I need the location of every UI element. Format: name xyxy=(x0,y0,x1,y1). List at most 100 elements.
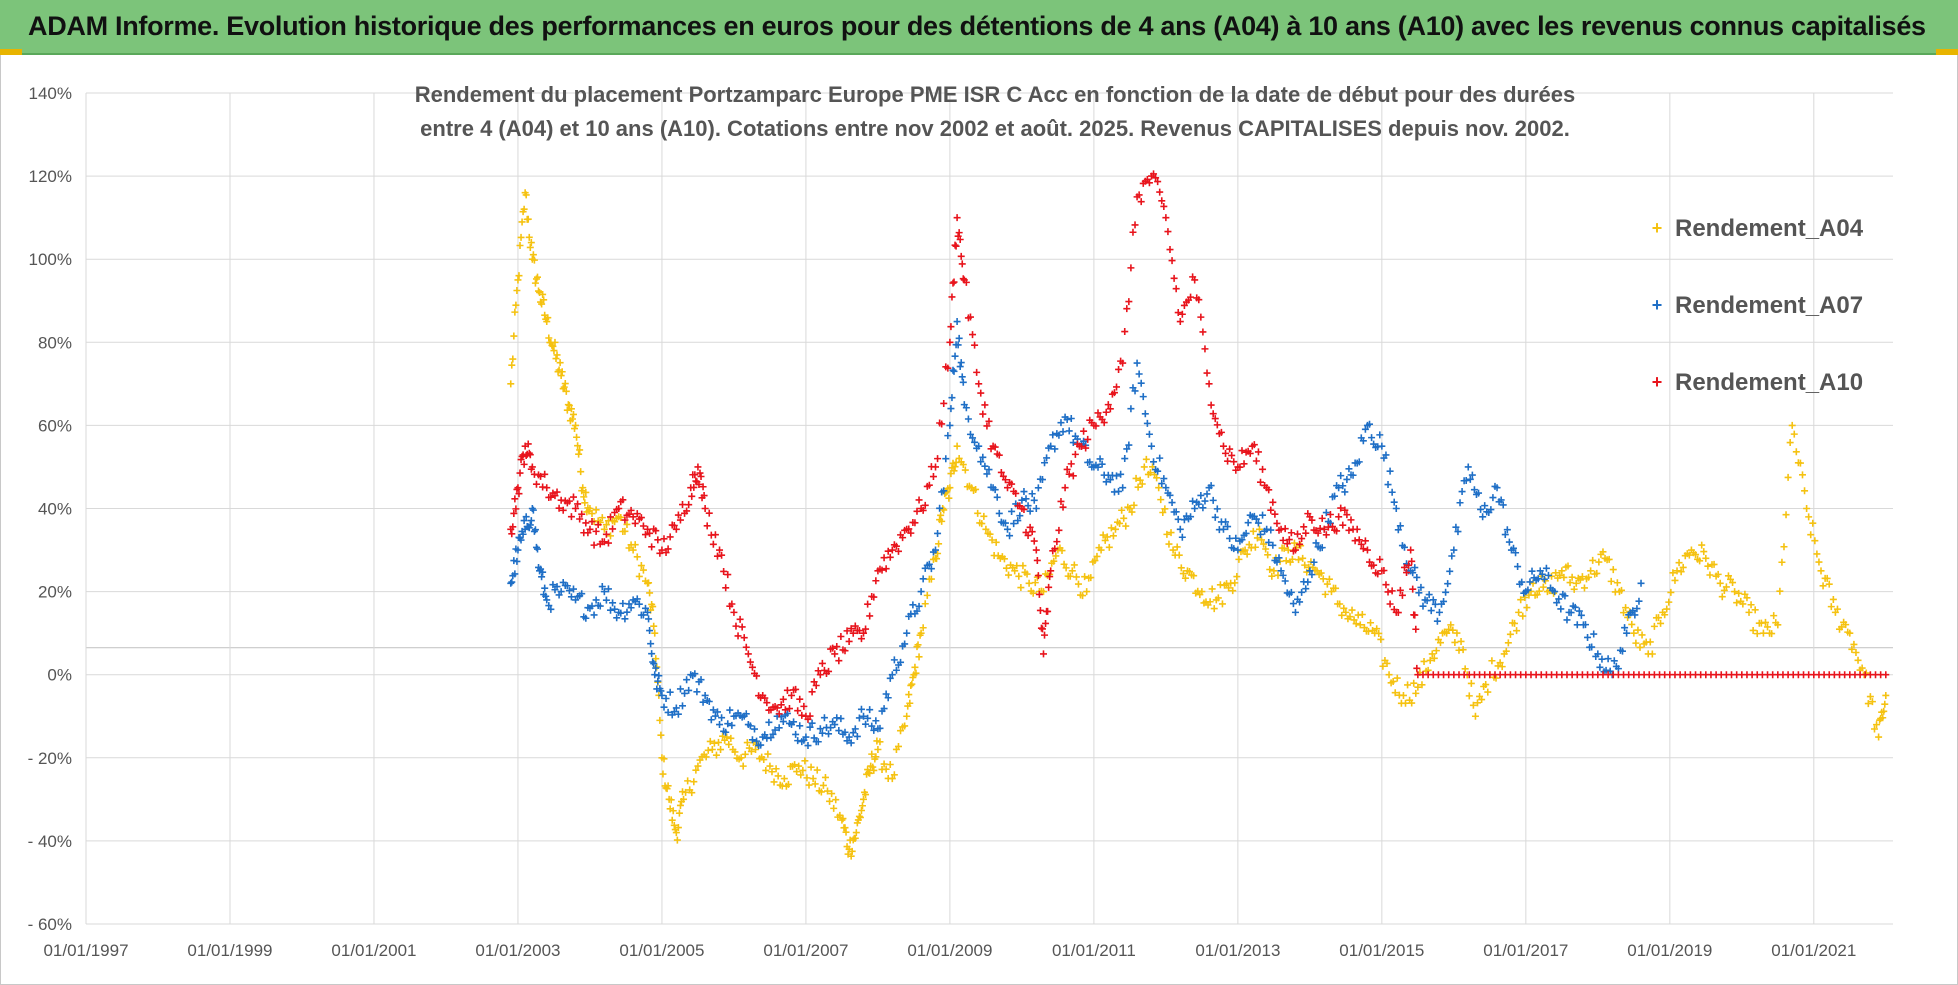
data-point xyxy=(685,686,693,694)
data-point xyxy=(1631,611,1639,619)
data-point xyxy=(691,670,699,678)
data-point xyxy=(981,462,989,470)
data-point xyxy=(1577,611,1585,619)
data-point xyxy=(1409,569,1417,577)
data-point xyxy=(807,763,815,771)
data-point xyxy=(600,525,608,533)
data-point xyxy=(835,657,843,665)
data-point xyxy=(1846,629,1854,637)
data-point xyxy=(1172,285,1180,293)
data-point xyxy=(1374,570,1382,578)
data-point xyxy=(1296,540,1304,548)
data-point xyxy=(1873,721,1881,729)
data-point xyxy=(1186,568,1194,576)
data-point xyxy=(1535,587,1543,595)
data-point xyxy=(1287,529,1295,537)
data-point xyxy=(1361,537,1369,545)
data-point xyxy=(1801,487,1809,495)
data-point xyxy=(1211,513,1219,521)
x-tick-label: 01/01/2017 xyxy=(1483,941,1568,960)
data-point xyxy=(818,729,826,737)
data-point xyxy=(940,506,948,514)
data-point xyxy=(562,387,570,395)
data-point xyxy=(1621,624,1629,632)
chart-title-line2: entre 4 (A04) et 10 ans (A10). Cotations… xyxy=(420,116,1570,141)
data-point xyxy=(1098,460,1106,468)
data-point xyxy=(1132,474,1140,482)
data-point xyxy=(693,688,701,696)
data-point xyxy=(860,629,868,637)
data-point xyxy=(715,738,723,746)
data-point xyxy=(1094,409,1102,417)
data-point xyxy=(1696,557,1704,565)
data-point xyxy=(1147,442,1155,450)
data-point xyxy=(1614,665,1622,673)
data-point xyxy=(728,721,736,729)
data-point xyxy=(1121,328,1129,336)
data-point xyxy=(1218,600,1226,608)
data-point xyxy=(888,775,896,783)
data-point xyxy=(977,458,985,466)
data-point xyxy=(1123,305,1131,313)
data-point xyxy=(929,473,937,481)
data-point xyxy=(1478,696,1486,704)
data-point xyxy=(1119,359,1127,367)
data-point xyxy=(1232,534,1240,542)
data-point xyxy=(633,553,641,561)
data-point xyxy=(882,565,890,573)
data-point xyxy=(1041,459,1049,467)
data-point xyxy=(705,509,713,517)
data-point xyxy=(1265,486,1273,494)
data-point xyxy=(561,380,569,388)
data-point xyxy=(1552,569,1560,577)
data-point xyxy=(1345,526,1353,534)
data-point xyxy=(718,714,726,722)
data-point xyxy=(547,493,555,501)
series-Rendement_A04 xyxy=(507,189,1890,860)
data-point xyxy=(672,525,680,533)
data-point xyxy=(724,571,732,579)
data-point xyxy=(1004,484,1011,492)
data-point xyxy=(725,740,733,748)
data-point xyxy=(592,527,600,535)
data-point xyxy=(1449,626,1457,634)
data-point xyxy=(1234,546,1242,554)
data-point xyxy=(1724,572,1732,580)
data-point xyxy=(1257,530,1264,538)
data-point xyxy=(691,471,699,479)
data-point xyxy=(1589,556,1597,564)
data-point xyxy=(1335,513,1343,521)
data-point xyxy=(858,802,866,810)
data-point xyxy=(866,769,874,777)
data-point xyxy=(508,530,516,538)
data-point xyxy=(1596,663,1604,671)
data-point xyxy=(955,229,963,237)
data-point xyxy=(525,233,533,241)
data-point xyxy=(696,469,704,477)
data-point xyxy=(1138,480,1146,488)
data-point xyxy=(1444,580,1452,588)
data-point xyxy=(872,577,880,585)
data-point xyxy=(684,777,692,785)
data-point xyxy=(1102,478,1110,486)
data-point xyxy=(685,501,693,509)
data-point xyxy=(588,602,596,610)
data-point xyxy=(507,380,515,388)
data-point xyxy=(1385,671,1393,679)
data-point xyxy=(1279,536,1287,544)
data-point xyxy=(1700,548,1708,556)
data-point xyxy=(1189,497,1197,505)
data-point xyxy=(1827,603,1835,611)
data-point xyxy=(1176,525,1184,533)
data-point xyxy=(1024,531,1032,539)
data-point xyxy=(921,600,929,608)
data-point xyxy=(672,704,680,712)
data-point xyxy=(1152,174,1160,182)
header-banner: ADAM Informe. Evolution historique des p… xyxy=(0,0,1958,55)
data-point xyxy=(818,659,826,667)
data-point xyxy=(509,355,517,363)
data-point xyxy=(794,737,802,745)
data-point xyxy=(1050,557,1058,565)
data-point xyxy=(917,588,925,596)
data-point xyxy=(814,738,822,746)
